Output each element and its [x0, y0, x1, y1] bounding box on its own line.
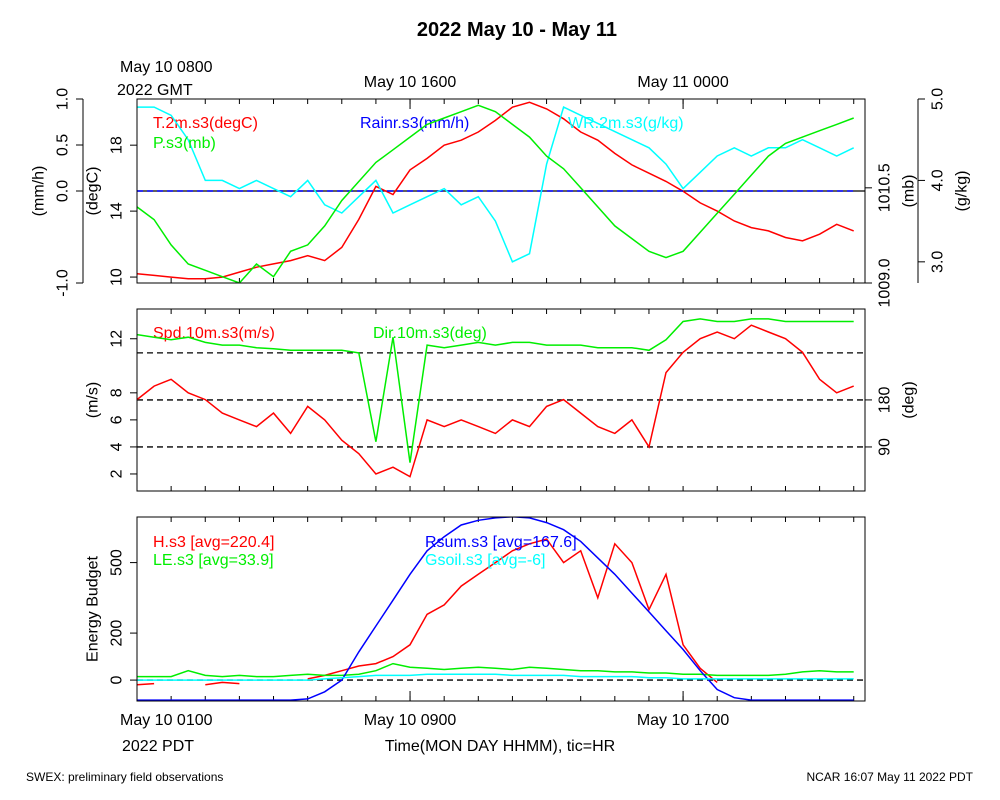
y-tick-label: 1009.0	[877, 258, 894, 307]
y-tick-label: 0.5	[55, 134, 72, 156]
y-tick-label: 5.0	[930, 88, 947, 110]
legend-entry: H.s3 [avg=220.4]	[153, 534, 274, 551]
y-tick-label: 4	[109, 442, 126, 451]
y-tick-label: 6	[109, 415, 126, 424]
x-tick-label: May 10 1600	[364, 74, 457, 91]
y-tick-label: 14	[109, 202, 126, 220]
plot-frame	[136, 98, 866, 284]
y-tick-label: -1.0	[55, 269, 72, 297]
legend-entry: P.s3(mb)	[153, 135, 216, 152]
y-axis-title: (mm/h)	[31, 166, 48, 217]
y-tick-label: 90	[877, 438, 894, 456]
y-tick-label: 0.0	[55, 180, 72, 202]
plot-frame	[136, 516, 866, 702]
y-tick-label: 10	[109, 268, 126, 286]
legend-entry: Rsum.s3 [avg=167.6]	[425, 534, 577, 551]
y-tick-label: 0	[109, 676, 126, 685]
y-tick-label: 500	[109, 549, 126, 576]
series-line	[137, 324, 854, 478]
x-tick-label: May 10 0800	[120, 59, 213, 76]
y-tick-label: 1010.5	[877, 163, 894, 212]
footer-left: SWEX: preliminary field observations	[26, 770, 223, 784]
y-tick-label: 8	[109, 388, 126, 397]
series-line	[137, 104, 854, 283]
plot-frame	[136, 308, 866, 492]
x-top-sublabel: 2022 GMT	[117, 82, 193, 99]
series-line	[137, 517, 854, 701]
legend-entry: WR.2m.s3(g/kg)	[568, 115, 684, 132]
x-tick-label: May 10 0900	[364, 712, 457, 729]
chart-title: 2022 May 10 - May 11	[417, 19, 617, 41]
x-tick-label: May 11 0000	[637, 74, 728, 91]
y-tick-label: 4.0	[930, 169, 947, 191]
legend-entry: Rainr.s3(mm/h)	[360, 115, 469, 132]
y-tick-label: 180	[877, 386, 894, 413]
footer-right: NCAR 16:07 May 11 2022 PDT	[806, 770, 973, 784]
legend-entry: Dir.10m.s3(deg)	[373, 325, 487, 342]
y-tick-label: 18	[109, 136, 126, 154]
legend-entry: Gsoil.s3 [avg=-6]	[425, 552, 546, 569]
y-axis-title: (mb)	[901, 175, 918, 208]
y-tick-label: 2	[109, 469, 126, 478]
x-sublabel: 2022 PDT	[122, 738, 194, 755]
legend-entry: T.2m.s3(degC)	[153, 115, 258, 132]
series-line	[137, 673, 854, 681]
y-tick-label: 1.0	[55, 88, 72, 110]
series-line	[137, 662, 854, 678]
y-axis-title: (degC)	[85, 167, 102, 216]
y-axis-title: Energy Budget	[85, 556, 102, 662]
y-axis-title: (g/kg)	[954, 171, 971, 212]
x-tick-label: May 10 1700	[637, 712, 730, 729]
y-axis-title: (deg)	[901, 381, 918, 418]
y-tick-label: 200	[109, 620, 126, 647]
y-axis-title: (m/s)	[85, 382, 102, 418]
y-tick-label: 3.0	[930, 251, 947, 273]
x-tick-label: May 10 0100	[120, 712, 213, 729]
series-line	[137, 538, 718, 686]
series-line	[137, 106, 855, 263]
x-axis-title: Time(MON DAY HHMM), tic=HR	[385, 738, 615, 755]
legend-entry: LE.s3 [avg=33.9]	[153, 552, 274, 569]
series-line	[137, 101, 854, 280]
series-line	[137, 318, 854, 463]
y-tick-label: 12	[109, 330, 126, 348]
